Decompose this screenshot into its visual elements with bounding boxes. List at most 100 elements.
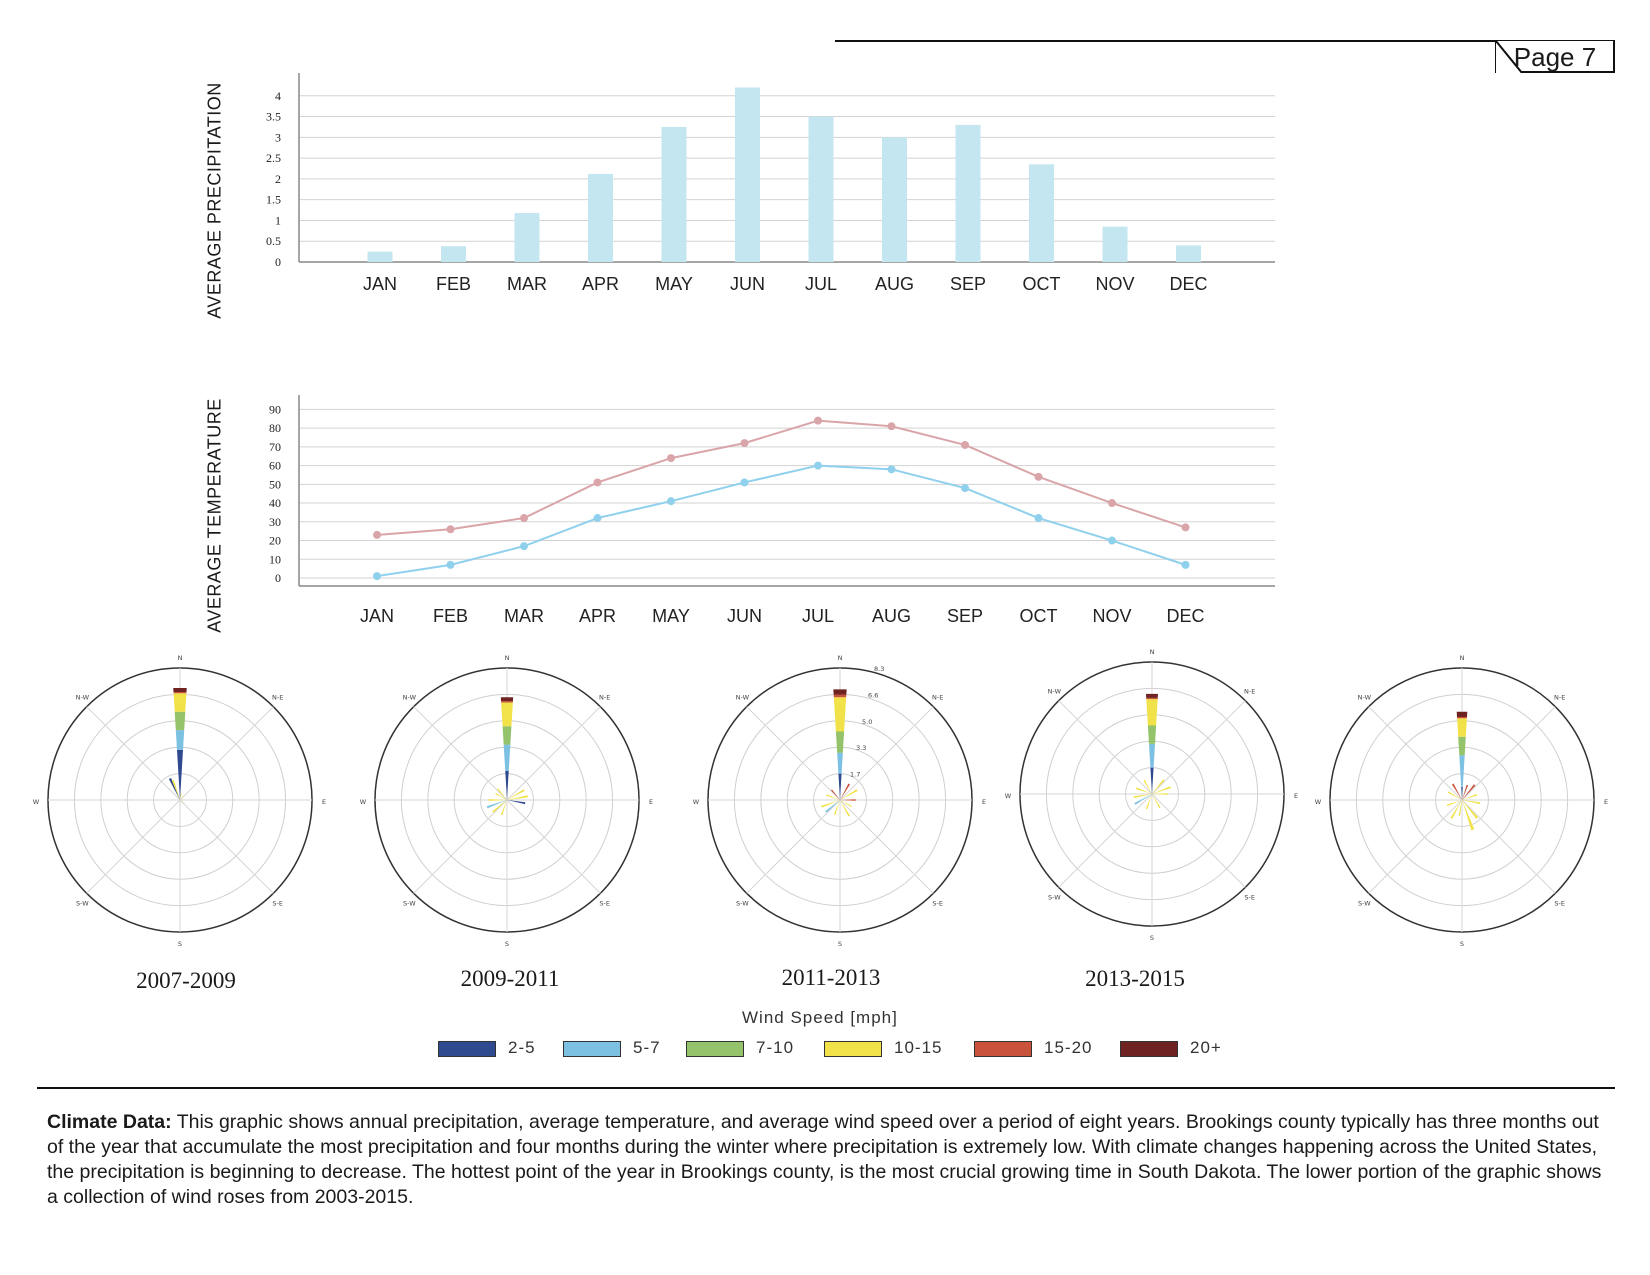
- rose-petal: [486, 800, 507, 809]
- legend-swatch: [824, 1040, 882, 1057]
- rose-petal: [840, 800, 852, 808]
- rose-direction-label: W: [1005, 792, 1012, 800]
- legend-item: 15-20: [974, 1038, 1092, 1058]
- bar: [882, 137, 907, 262]
- rose-petal: [1462, 793, 1478, 800]
- rose-direction-label: N: [505, 654, 510, 662]
- bar: [441, 246, 466, 262]
- y-tick-label: 4: [275, 89, 281, 103]
- rose-direction-label: N-E: [1244, 688, 1255, 696]
- rose-petal-segment: [838, 773, 842, 800]
- x-tick-label: JAN: [363, 274, 397, 294]
- rose-spoke: [86, 799, 181, 894]
- rose-petal: [826, 794, 840, 800]
- rose-petal-segment: [174, 711, 186, 731]
- y-tick-label: 1: [275, 213, 281, 227]
- rose-spoke: [179, 799, 274, 894]
- x-tick-label: JUL: [802, 606, 834, 626]
- rose-petal: [821, 800, 840, 808]
- data-point: [740, 478, 749, 487]
- rose-spoke: [179, 706, 274, 801]
- rose-direction-label: N-W: [1358, 694, 1372, 702]
- rose-petal: [488, 799, 507, 801]
- rose-direction-label: N-W: [736, 694, 750, 702]
- bar: [661, 126, 687, 262]
- rose-petal: [497, 788, 507, 800]
- data-point: [961, 484, 969, 493]
- y-tick-label: 40: [269, 496, 281, 510]
- rose-petal-segment: [1459, 755, 1465, 787]
- x-tick-label: JUL: [805, 274, 837, 294]
- section-divider: [37, 1087, 1615, 1089]
- y-tick-label: 50: [269, 477, 281, 491]
- data-point: [373, 572, 381, 581]
- rose-petal-segment: [1146, 697, 1158, 700]
- x-tick-label: AUG: [875, 274, 914, 294]
- caption-text: This graphic shows annual precipitation,…: [47, 1111, 1602, 1208]
- y-tick-label: 30: [269, 515, 281, 529]
- rose-spoke: [746, 799, 841, 894]
- rose-petal: [492, 800, 507, 813]
- legend-label: 10-15: [894, 1038, 943, 1057]
- rose-petal: [500, 800, 507, 816]
- data-point: [1181, 560, 1190, 569]
- rose-spoke: [1368, 706, 1463, 801]
- rose-petal-segment: [1457, 716, 1467, 719]
- rose-petal-segment: [833, 694, 847, 698]
- rose-direction-label: E: [322, 798, 326, 806]
- y-tick-label: 1.5: [266, 193, 281, 207]
- rose-ring-label: 6.6: [868, 691, 878, 699]
- legend-item: 10-15: [824, 1038, 942, 1058]
- data-point: [593, 478, 602, 487]
- data-point: [446, 525, 455, 534]
- bar: [1029, 164, 1054, 262]
- rose-petal: [840, 783, 851, 800]
- rose-spoke: [506, 706, 601, 801]
- temperature-chart: AVERAGE TEMPERATURE 0 10 20 30 40 50 60 70 80 90 J…: [195, 390, 1370, 645]
- rose-petal: [840, 789, 858, 800]
- data-point: [814, 416, 822, 425]
- rose-direction-label: N-W: [76, 694, 90, 702]
- rose-petal-segment: [505, 771, 509, 800]
- data-point: [1034, 514, 1043, 523]
- rose-ring-label: 5.0: [862, 718, 872, 726]
- rose-petal-segment: [1146, 699, 1158, 726]
- x-tick-label: AUG: [872, 606, 911, 626]
- rose-direction-label: N-W: [403, 694, 417, 702]
- rose-petal-segment: [833, 697, 847, 732]
- rose-direction-label: S-W: [403, 900, 416, 908]
- data-point: [373, 530, 381, 539]
- caption-lead: Climate Data:: [47, 1111, 172, 1133]
- legend-label: 2-5: [508, 1038, 536, 1057]
- rose-direction-label: N: [1150, 648, 1155, 656]
- data-point: [593, 514, 602, 523]
- rose-petal-segment: [1145, 693, 1159, 698]
- series-line: [376, 419, 1186, 536]
- data-point: [740, 439, 749, 448]
- rose-direction-label: S-W: [76, 900, 89, 908]
- x-tick-label: FEB: [436, 274, 471, 294]
- rose-direction-label: S: [1460, 940, 1464, 948]
- legend-item: 5-7: [563, 1038, 661, 1058]
- rose-petal: [1152, 794, 1161, 809]
- wind-rose-caption: 2007-2009: [136, 968, 236, 993]
- rose-spoke: [1151, 793, 1246, 888]
- y-tick-label: 3: [275, 130, 281, 144]
- precipitation-chart: AVERAGE PRECIPITATION 0 0.5 1 1.5 2 2.5 3 3.5 4 J…: [195, 70, 1370, 330]
- temperature-y-axis-label: AVERAGE TEMPERATURE: [204, 398, 225, 633]
- legend-swatch: [1120, 1040, 1178, 1057]
- y-tick-label: 70: [269, 440, 281, 454]
- rose-petal: [507, 800, 526, 805]
- rose-direction-label: S-W: [1048, 894, 1061, 902]
- legend-title: Wind Speed [mph]: [742, 1008, 898, 1027]
- rose-petal: [507, 789, 525, 800]
- y-tick-label: 2: [275, 172, 281, 186]
- x-tick-label: JAN: [360, 606, 394, 626]
- rose-direction-label: N: [178, 654, 183, 662]
- rose-direction-label: N-W: [1048, 688, 1062, 696]
- rose-petal-segment: [1461, 786, 1463, 800]
- rose-direction-label: N-E: [599, 694, 610, 702]
- rose-ring-label: 8.3: [874, 665, 884, 673]
- rose-direction-label: N: [1460, 654, 1465, 662]
- bar: [514, 212, 540, 262]
